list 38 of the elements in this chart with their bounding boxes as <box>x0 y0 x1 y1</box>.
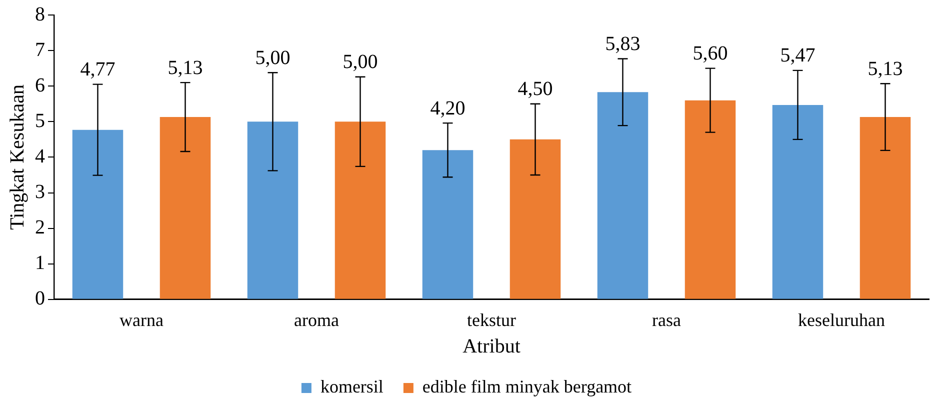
data-label: 5,13 <box>168 56 203 79</box>
data-label: 5,00 <box>255 46 290 69</box>
bar <box>72 130 124 299</box>
bar <box>684 100 736 299</box>
y-axis-title: Tingkat Kesukaan <box>6 84 28 230</box>
data-label: 5,60 <box>692 42 728 65</box>
data-label: 5,00 <box>342 51 378 74</box>
y-tick-label: 3 <box>35 181 45 203</box>
x-tick-label: tekstur <box>467 310 516 330</box>
bar <box>597 92 648 299</box>
data-label: 4,77 <box>80 58 116 81</box>
x-tick-label: keseluruhan <box>798 310 885 330</box>
y-tick-label: 1 <box>35 252 45 274</box>
y-tick-label: 7 <box>35 38 45 61</box>
bar <box>860 117 911 299</box>
bar <box>422 150 474 299</box>
x-tick-label: aroma <box>294 310 339 330</box>
data-label: 5,13 <box>868 58 903 80</box>
bar <box>772 104 824 299</box>
x-axis-title: Atribut <box>462 335 521 358</box>
y-tick-label: 6 <box>35 74 45 96</box>
y-tick-label: 4 <box>35 145 45 168</box>
x-tick-label: rasa <box>652 310 681 330</box>
bar <box>160 117 211 299</box>
data-label: 5,47 <box>780 44 816 67</box>
y-tick-label: 2 <box>35 216 45 239</box>
bar <box>334 122 386 299</box>
y-tick-label: 5 <box>35 110 45 132</box>
x-tick-label: warna <box>120 310 164 330</box>
legend-label: komersil <box>320 376 384 397</box>
legend-label: edible film minyak bergamot <box>422 376 632 397</box>
data-label: 4,50 <box>518 78 553 100</box>
bar <box>510 139 561 299</box>
y-tick-label: 0 <box>35 288 45 310</box>
data-label: 4,20 <box>430 97 466 120</box>
y-tick-label: 8 <box>35 3 45 26</box>
bar <box>247 122 298 299</box>
data-label: 5,83 <box>605 32 640 55</box>
